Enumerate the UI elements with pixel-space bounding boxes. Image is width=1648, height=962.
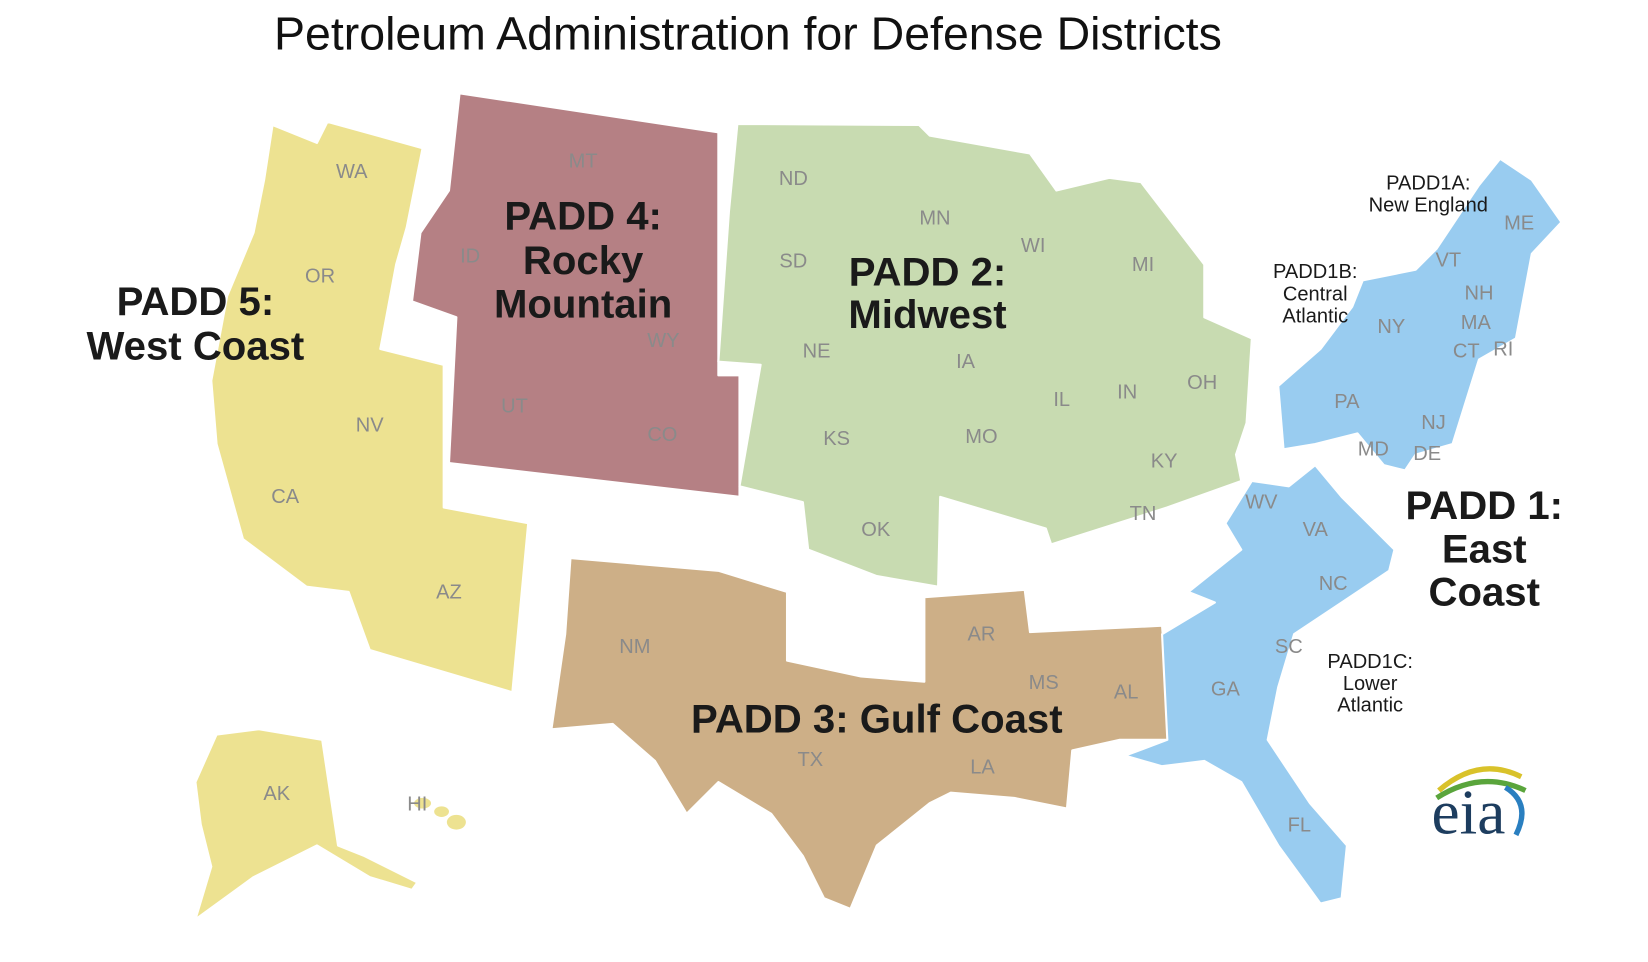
region-label: West Coast [87, 324, 305, 369]
region-shape [1277, 157, 1563, 472]
state-label: NJ [1421, 412, 1446, 434]
region-label: PADD 5: [117, 279, 275, 324]
state-label: NM [619, 636, 650, 658]
state-label: HI [407, 794, 427, 816]
region-shape [210, 120, 530, 694]
state-label: CO [647, 424, 677, 446]
region-shapes [194, 92, 1563, 921]
state-label: KY [1151, 450, 1178, 472]
eia-logo: eia [1431, 766, 1527, 848]
subregion-label: Lower [1343, 673, 1398, 695]
state-label: NC [1319, 573, 1348, 595]
state-label: MO [965, 426, 997, 448]
state-label: ND [779, 168, 808, 190]
state-label: AZ [436, 581, 462, 603]
state-label: TN [1130, 503, 1157, 525]
state-label: IA [956, 351, 976, 373]
state-label: SC [1275, 636, 1303, 658]
state-label: AK [263, 783, 290, 805]
state-label: WA [336, 161, 368, 183]
state-label: KS [823, 428, 850, 450]
state-label: WI [1021, 235, 1046, 257]
region-shape [1124, 464, 1396, 905]
state-label: WV [1245, 491, 1278, 513]
state-label: CT [1453, 340, 1480, 362]
state-label: ME [1504, 213, 1534, 235]
region-label: PADD 3: Gulf Coast [691, 696, 1063, 741]
state-label: DE [1413, 443, 1441, 465]
subregion-label: Atlantic [1337, 694, 1403, 716]
state-label: OH [1187, 372, 1217, 394]
region-shape [550, 557, 1172, 910]
state-label: MA [1461, 312, 1492, 334]
state-label: NY [1377, 316, 1405, 338]
state-label: PA [1334, 391, 1360, 413]
region-label: PADD 2: [849, 250, 1007, 295]
map-title: Petroleum Administration for Defense Dis… [274, 8, 1222, 60]
state-label: ID [460, 245, 480, 267]
logo-swoosh [1435, 778, 1527, 801]
region-label: Midwest [848, 292, 1006, 337]
subregion-label: Central [1283, 283, 1348, 305]
subregion-label: New England [1369, 195, 1488, 217]
state-label: AR [967, 624, 995, 646]
state-label: MN [919, 207, 950, 229]
region-label: Coast [1429, 570, 1540, 615]
state-label: NH [1464, 282, 1493, 304]
region-label: Rocky [523, 238, 644, 283]
state-label: VA [1303, 519, 1329, 541]
state-label: SD [779, 251, 807, 273]
state-label: MT [569, 150, 598, 172]
labels: WA OR NV CA AZ AK HI PADD 5:West Coast MT ID WY UT C… [87, 150, 1563, 836]
logo-swoosh [1437, 766, 1523, 793]
state-label: MI [1132, 254, 1154, 276]
subregion-label: PADD1C: [1327, 651, 1412, 673]
state-label: MD [1358, 439, 1389, 461]
region-label: East [1442, 526, 1527, 571]
region-shape [414, 797, 432, 809]
region-label: PADD 1: [1405, 483, 1563, 528]
state-label: FL [1288, 815, 1311, 837]
region-label: Mountain [494, 281, 672, 326]
state-label: LA [970, 757, 995, 779]
region-shape [410, 92, 741, 498]
subregion-label: PADD1A: [1386, 172, 1470, 194]
state-label: OR [305, 265, 335, 287]
region-label: PADD 4: [504, 194, 662, 239]
state-label: MS [1029, 672, 1059, 694]
state-label: IL [1053, 389, 1070, 411]
state-label: GA [1211, 678, 1241, 700]
subregion-label: PADD1B: [1273, 261, 1357, 283]
state-label: OK [861, 519, 891, 541]
state-label: TX [797, 749, 823, 771]
state-label: UT [501, 395, 528, 417]
state-label: CA [271, 486, 299, 508]
region-shape [717, 122, 1253, 588]
state-label: IN [1117, 382, 1137, 404]
region-shape [446, 814, 466, 830]
state-label: WY [647, 330, 679, 352]
state-label: VT [1436, 250, 1462, 272]
subregion-label: Atlantic [1282, 306, 1348, 328]
state-label: NE [803, 340, 831, 362]
state-label: RI [1493, 338, 1513, 360]
region-shape [434, 806, 449, 817]
logo-swoosh [1503, 785, 1525, 837]
state-label: AL [1114, 682, 1139, 704]
region-shape [194, 728, 419, 921]
logo-text: eia [1431, 778, 1505, 848]
state-label: NV [356, 414, 384, 436]
